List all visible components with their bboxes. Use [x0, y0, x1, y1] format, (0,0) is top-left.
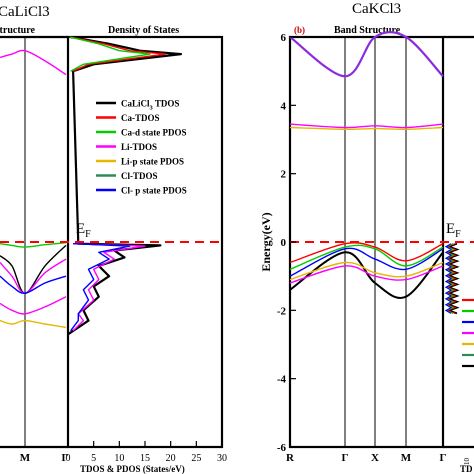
dos-curve [69, 36, 151, 72]
left-ef-main: E [76, 221, 85, 237]
right-panel-title: CaKCl3 [352, 1, 401, 17]
right-band-line [289, 261, 444, 281]
right-ef-main: E [446, 221, 455, 237]
right-xtick-label: X [371, 452, 379, 464]
dos-xtick-label: 15 [140, 453, 150, 464]
right-ef-label: EF [446, 221, 461, 240]
right-bs-title: Band Structure [334, 25, 401, 36]
dos-xtick-label: 0 [66, 453, 71, 464]
left-band-lines [0, 49, 67, 329]
legend-entry: Li-TDOS [121, 142, 157, 152]
left-dos-xlabel: TDOS & PDOS (States/eV) [80, 464, 185, 474]
left-dos-lines [67, 35, 182, 336]
right-dos-frame [443, 35, 474, 449]
right-band-line [289, 123, 444, 129]
dos-xtick-label: 20 [166, 453, 176, 464]
left-ef-label: EF [76, 221, 91, 240]
dos-xtick-label: 25 [191, 453, 201, 464]
right-ytick-label: -4 [277, 374, 287, 386]
right-band-line [289, 126, 444, 131]
left-panel-title: CaLiCl3 [0, 4, 50, 20]
right-panel-letter: (b) [294, 25, 305, 35]
dos-curve [70, 36, 167, 72]
legend-entry-text: Cl- p state PDOS [121, 186, 187, 196]
legend-entry: CaLiCl3 TDOS [121, 99, 179, 112]
left-band-line [0, 296, 67, 315]
legend-entry-text: Li-p state PDOS [121, 157, 184, 167]
right-ytick-label: 4 [281, 100, 287, 112]
right-dos-xlabel-fragment: TD [460, 464, 473, 474]
right-xtick-label: R [286, 452, 295, 464]
right-ytick-label: 2 [281, 169, 287, 181]
left-bs-title: Structure [0, 25, 35, 36]
right-band-line [289, 242, 444, 264]
right-ytick-label: -2 [277, 305, 287, 317]
right-ytick-label: -6 [277, 442, 287, 454]
right-dos-curve [444, 243, 453, 314]
legend-entry: Li-p state PDOS [121, 157, 184, 167]
dos-curve [70, 243, 131, 332]
right-yticks: -6 -4 -2 0 2 4 6 [277, 32, 296, 454]
left-dos-title: Density of States [108, 25, 179, 36]
legend-entry-text: CaLiCl [121, 99, 150, 109]
right-ef-sub: F [455, 229, 461, 240]
legend-entry-text: Ca-d state PDOS [121, 128, 187, 138]
right-dos-curve [444, 243, 455, 314]
left-ef-sub: F [85, 229, 91, 240]
right-xtick-label: Γ [342, 452, 349, 464]
legend-entry: Ca-TDOS [121, 113, 160, 123]
left-band-line [0, 319, 67, 329]
left-xtick-gamma: Γ [62, 452, 69, 464]
left-dos-xticks: 0 5 10 15 20 25 30 [66, 441, 227, 464]
dos-xtick-label: 10 [114, 453, 124, 464]
right-dos-curve [445, 243, 457, 314]
right-legend-stub [462, 298, 474, 368]
right-xtick-label: Γ [440, 452, 447, 464]
right-band-line [289, 265, 444, 284]
dos-curve [67, 35, 182, 336]
right-bs-dividers [344, 37, 407, 447]
right-band-line [289, 244, 444, 270]
left-band-line [0, 275, 67, 295]
right-band-line [289, 247, 444, 277]
right-ylabel: Energy(eV) [259, 212, 273, 271]
legend-entry-sub: 3 [150, 105, 154, 112]
right-band-lines [289, 31, 444, 299]
right-ytick-label: 6 [281, 32, 287, 44]
right-dos-lines [444, 242, 474, 368]
right-xtick-label: M [401, 452, 412, 464]
right-ytick-label: 0 [281, 237, 287, 249]
dos-xtick-label: 5 [91, 453, 96, 464]
legend-entry-text: Ca-TDOS [121, 113, 160, 123]
right-band-line [289, 31, 444, 78]
left-band-line [0, 242, 67, 248]
right-band-line [289, 251, 444, 299]
left-xtick-m: M [20, 452, 31, 464]
right-dos-curve [446, 242, 460, 315]
dos-xtick-label: 30 [217, 453, 227, 464]
dos-curve [72, 243, 146, 332]
legend-entry-text: Li-TDOS [121, 142, 157, 152]
right-dos-tick-fragment: 10 [463, 458, 471, 466]
left-band-line [0, 49, 67, 76]
legend-entry-suffix: TDOS [153, 99, 180, 109]
legend-entry-text: Cl-TDOS [121, 171, 158, 181]
legend-entry: Ca-d state PDOS [121, 128, 187, 138]
legend-entry: Cl-TDOS [121, 171, 158, 181]
legend-entry: Cl- p state PDOS [121, 186, 187, 196]
